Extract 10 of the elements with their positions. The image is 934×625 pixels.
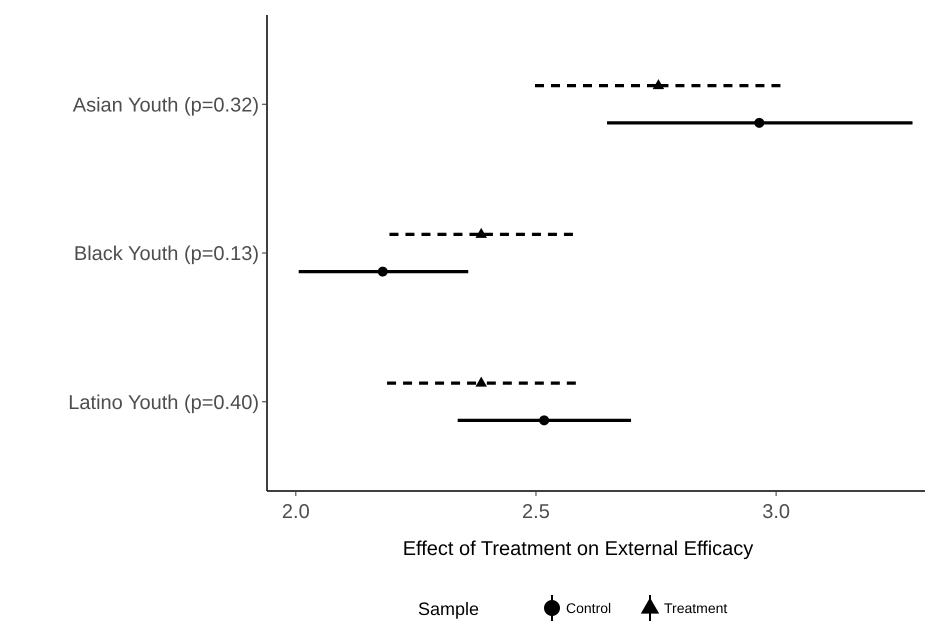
- legend-label: Control: [566, 600, 612, 616]
- x-axis-title: Effect of Treatment on External Efficacy: [402, 538, 754, 560]
- legend-title: Sample: [418, 599, 480, 619]
- x-tick-label: 3.0: [762, 501, 790, 523]
- y-tick-label: Latino Youth (p=0.40): [68, 392, 259, 414]
- y-tick-label: Asian Youth (p=0.32): [72, 94, 259, 116]
- legend-label: Treatment: [664, 600, 728, 616]
- x-tick-label: 2.0: [282, 501, 310, 523]
- y-tick-label: Black Youth (p=0.13): [74, 243, 259, 265]
- x-tick-label: 2.5: [522, 501, 550, 523]
